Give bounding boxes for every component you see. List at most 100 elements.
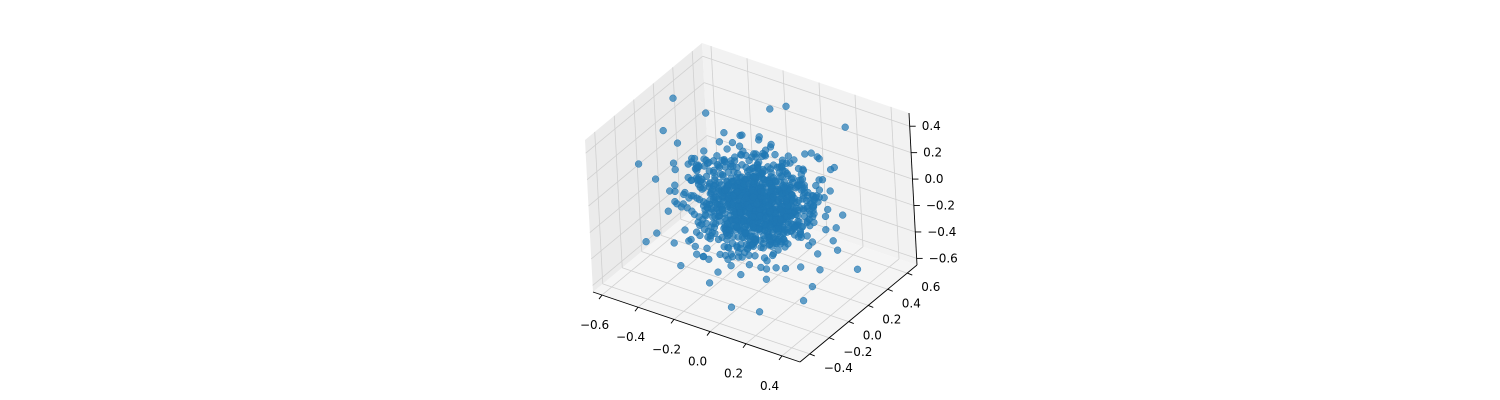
scatter-point <box>757 263 765 272</box>
x-tick-label: −0.2 <box>652 342 681 356</box>
scatter-point <box>696 183 704 191</box>
scatter-point <box>782 197 791 205</box>
z-tick-label: −0.6 <box>929 251 958 265</box>
scatter-point <box>683 204 691 212</box>
scatter-point <box>687 191 695 200</box>
scatter-point <box>810 210 818 218</box>
scatter-point <box>673 139 682 147</box>
scatter-point <box>778 207 786 215</box>
scatter-point <box>821 212 830 221</box>
scatter-point <box>664 207 672 215</box>
scatter-point <box>803 232 811 240</box>
scatter-point <box>815 155 823 163</box>
scatter-point <box>841 123 849 131</box>
scatter-point <box>728 178 736 186</box>
z-tick-label: 0.0 <box>924 172 943 186</box>
axes-ticks: −0.6−0.4−0.20.00.20.4−0.4−0.20.00.20.40.… <box>580 119 958 393</box>
scatter-point <box>771 150 779 159</box>
scatter-point <box>806 222 814 230</box>
y-tick-mark <box>887 288 893 292</box>
gridline-y-floor <box>602 283 810 355</box>
scatter-point <box>714 212 722 221</box>
gridline-x-back <box>854 94 864 247</box>
x-tick-mark <box>670 319 675 324</box>
scatter-point <box>783 169 791 178</box>
scatter-point <box>733 223 741 231</box>
scatter-point <box>741 229 749 238</box>
scatter-point <box>753 160 761 168</box>
scatter-point <box>684 173 692 182</box>
x-tick-label: 0.4 <box>760 379 779 393</box>
scatter-point <box>805 215 813 223</box>
scatter-point <box>653 229 661 237</box>
scatter-point <box>768 251 777 260</box>
scatter-point <box>735 142 744 150</box>
scatter-point <box>723 145 731 153</box>
scatter-point <box>745 261 754 269</box>
scatter-point <box>702 109 710 117</box>
x-tick-mark <box>778 355 783 361</box>
y-axis-line <box>799 264 918 363</box>
axes-edges <box>592 112 918 363</box>
scatter-point <box>766 143 775 151</box>
scatter-point <box>742 194 750 202</box>
scatter-point <box>727 250 735 258</box>
pane-xy <box>593 195 917 362</box>
scatter-point <box>670 239 678 247</box>
scatter-point <box>759 188 767 196</box>
scatter-point <box>780 183 788 192</box>
scatter-point <box>671 197 679 206</box>
scatter-point <box>727 303 736 311</box>
scatter-point <box>634 160 643 168</box>
scatter-point <box>781 264 790 273</box>
x-tick-label: −0.6 <box>580 318 609 332</box>
scatter-point <box>769 193 777 201</box>
scatter-point <box>677 261 685 270</box>
scatter-point <box>762 214 770 222</box>
scatter-point <box>775 169 783 177</box>
scatter-point <box>749 193 757 201</box>
scatter-point <box>700 147 708 155</box>
x-tick-label: −0.4 <box>616 330 645 344</box>
scatter-point <box>755 308 764 316</box>
gridline-y-left <box>652 83 662 236</box>
gridline-y-floor <box>622 267 830 339</box>
gridline-z-back <box>705 108 913 180</box>
y-tick-mark <box>829 337 835 341</box>
scatter-point <box>776 216 785 224</box>
scatter-point <box>786 185 794 194</box>
scatter-point <box>795 196 803 205</box>
scatter-point <box>751 252 759 260</box>
scatter-point <box>832 224 840 232</box>
x-tick-mark <box>742 343 747 349</box>
scatter-point <box>790 231 799 239</box>
pane-yz <box>585 43 710 292</box>
scatter-point <box>768 184 776 192</box>
gridline-y-floor <box>641 251 849 322</box>
scatter-point <box>812 192 821 200</box>
scatter-point <box>715 138 724 146</box>
x-tick-label: 0.0 <box>688 355 707 369</box>
scatter-point <box>705 279 714 287</box>
scatter-point <box>766 105 774 113</box>
scatter-point <box>759 149 767 158</box>
scatter-point <box>826 187 834 195</box>
x-tick-mark <box>598 294 603 300</box>
scatter-point <box>772 177 780 185</box>
gridline-z-back <box>703 82 912 154</box>
scatter-point <box>748 164 756 173</box>
scatter-point <box>721 186 729 194</box>
scatter-point <box>702 172 711 181</box>
scatter-point <box>702 156 710 164</box>
scatter-point <box>794 181 802 190</box>
gridline-z-left <box>585 55 703 154</box>
scatter-point <box>762 275 771 283</box>
scatter-point <box>720 129 728 137</box>
scatter-point <box>691 242 699 251</box>
scatter-point <box>669 94 677 102</box>
scatter-point <box>801 150 809 158</box>
scatter-point <box>734 233 742 241</box>
scatter-point <box>805 241 813 250</box>
scatter-point <box>784 225 792 233</box>
scatter-point <box>800 188 809 197</box>
